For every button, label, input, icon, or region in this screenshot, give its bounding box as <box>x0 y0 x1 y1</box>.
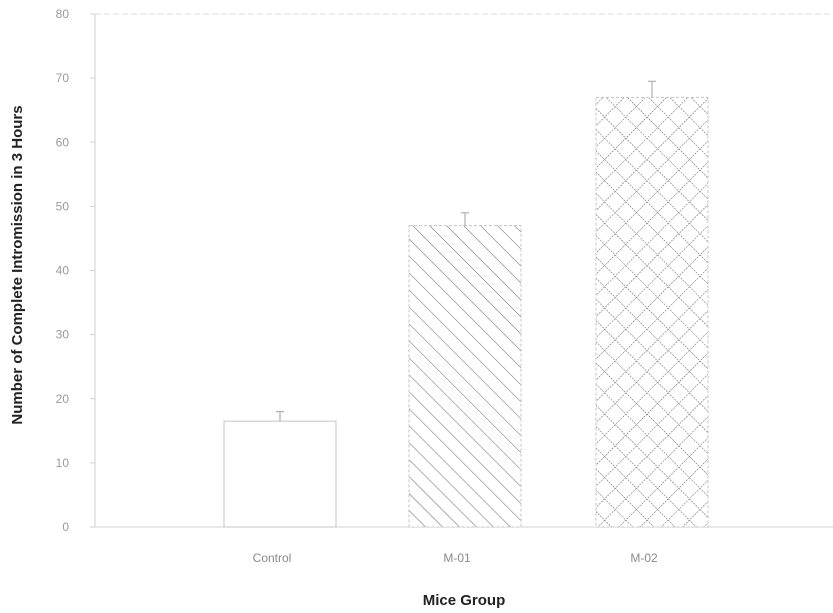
category-labels: Control M-01 M-02 <box>253 551 658 565</box>
y-tick-label: 30 <box>56 328 70 342</box>
x-tick-label: Control <box>253 551 292 565</box>
y-tick-label: 10 <box>56 456 70 470</box>
y-tick-label: 70 <box>56 71 70 85</box>
x-tick-label: M-01 <box>443 551 471 565</box>
y-tick-label: 80 <box>56 7 70 21</box>
y-axis-title: Number of Complete Intromission in 3 Hou… <box>9 105 26 424</box>
x-axis-title: Mice Group <box>423 592 506 609</box>
bar-m-02 <box>595 96 709 528</box>
x-tick-label: M-02 <box>630 551 658 565</box>
bar-m-01 <box>408 225 522 528</box>
y-tick-label: 50 <box>56 199 70 213</box>
y-tick-label: 0 <box>62 520 69 534</box>
y-axis: 0 10 20 30 40 50 60 70 80 <box>56 7 96 534</box>
bars <box>223 80 709 528</box>
y-tick-label: 20 <box>56 392 70 406</box>
y-tick-label: 40 <box>56 264 70 278</box>
bar-control <box>223 420 337 528</box>
y-tick-label: 60 <box>56 135 70 149</box>
